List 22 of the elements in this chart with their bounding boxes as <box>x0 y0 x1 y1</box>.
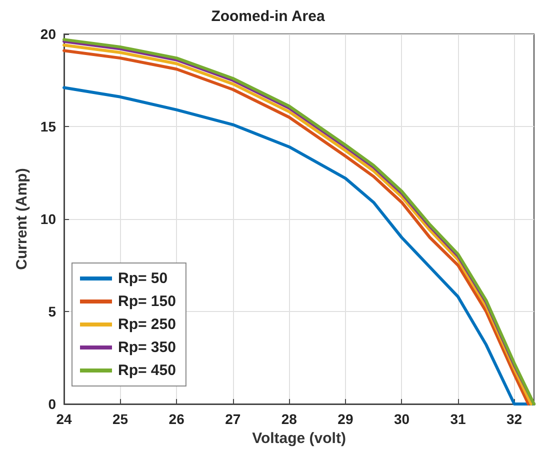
y-tick-label: 0 <box>48 396 56 412</box>
x-tick-label: 31 <box>450 411 466 427</box>
legend-label: Rp= 50 <box>118 270 168 287</box>
x-tick-label: 29 <box>338 411 354 427</box>
x-axis-title: Voltage (volt) <box>252 430 346 447</box>
x-tick-label: 25 <box>112 411 128 427</box>
x-tick-label: 27 <box>225 411 241 427</box>
x-tick-label: 32 <box>506 411 522 427</box>
legend-label: Rp= 350 <box>118 339 176 356</box>
x-tick-label: 30 <box>394 411 410 427</box>
chart-title: Zoomed-in Area <box>211 8 326 25</box>
legend-label: Rp= 450 <box>118 362 176 379</box>
legend-label: Rp= 250 <box>118 316 176 333</box>
y-axis-title: Current (Amp) <box>14 168 31 270</box>
y-tick-label: 20 <box>40 26 56 42</box>
legend-label: Rp= 150 <box>118 293 176 310</box>
y-tick-label: 15 <box>40 118 56 134</box>
x-tick-label: 26 <box>168 411 185 427</box>
y-tick-label: 10 <box>40 211 56 227</box>
x-tick-label: 28 <box>281 411 298 427</box>
x-tick-label: 24 <box>56 411 72 427</box>
y-tick-label: 5 <box>48 304 56 320</box>
